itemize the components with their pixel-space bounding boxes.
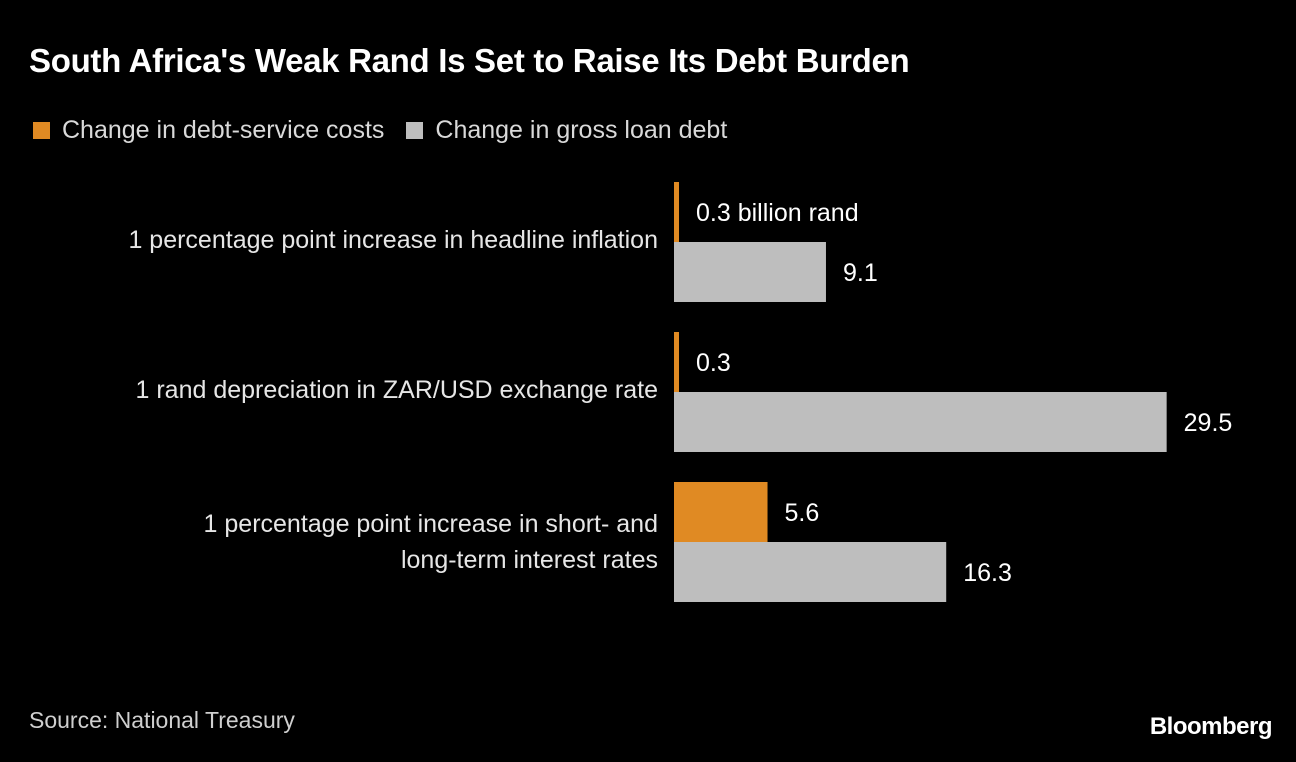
category-label-interest-rates: 1 percentage point increase in short- an… <box>204 506 658 578</box>
source-note: Source: National Treasury <box>29 707 295 733</box>
legend: Change in debt-service costs Change in g… <box>33 116 749 145</box>
debt-service-bar <box>674 482 768 542</box>
category-label-line: long-term interest rates <box>400 546 658 574</box>
bar-value-label: 29.5 <box>1184 409 1233 437</box>
category-label-inflation: 1 percentage point increase in headline … <box>128 222 658 258</box>
debt-service-bar <box>674 332 680 392</box>
legend-item-gross-loan: Change in gross loan debt <box>406 116 727 145</box>
gross-loan-bar <box>674 542 947 602</box>
legend-item-debt-service: Change in debt-service costs <box>33 116 384 145</box>
debt-service-bar <box>674 182 680 242</box>
category-label-exchange-rate: 1 rand depreciation in ZAR/USD exchange … <box>135 372 658 408</box>
chart-title: South Africa's Weak Rand Is Set to Raise… <box>29 42 910 79</box>
bar-value-label: 5.6 <box>785 499 820 527</box>
gross-loan-bar <box>674 242 826 302</box>
bar-value-label: 16.3 <box>963 559 1012 587</box>
bar-value-label: 0.3 billion rand <box>696 199 859 227</box>
gross-loan-bar <box>674 392 1167 452</box>
bar-value-label: 0.3 <box>696 349 731 377</box>
category-label-line: 1 percentage point increase in headline … <box>128 226 658 254</box>
category-label-line: 1 percentage point increase in short- an… <box>203 510 658 538</box>
legend-swatch-gray <box>406 122 424 139</box>
legend-swatch-orange <box>33 122 50 139</box>
bloomberg-logo: Bloomberg <box>1149 713 1273 740</box>
category-label-line: 1 rand depreciation in ZAR/USD exchange … <box>135 376 658 404</box>
legend-label: Change in gross loan debt <box>435 116 728 144</box>
legend-label: Change in debt-service costs <box>62 116 385 144</box>
bar-value-label: 9.1 <box>843 259 878 287</box>
